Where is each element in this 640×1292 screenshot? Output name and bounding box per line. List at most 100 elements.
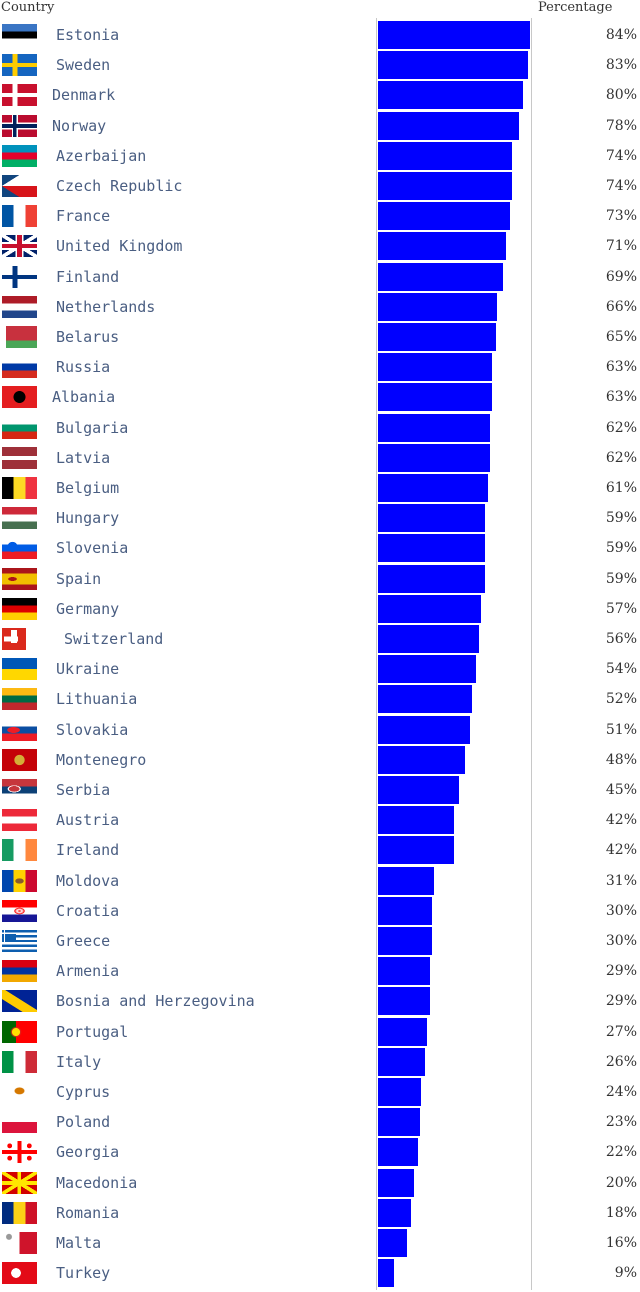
country-label: Malta	[56, 1234, 102, 1252]
bar	[378, 1229, 407, 1257]
data-label: 26%	[605, 1053, 637, 1070]
country-label: Austria	[56, 811, 120, 830]
data-label: 83%	[605, 57, 637, 74]
data-label: 63%	[605, 389, 637, 406]
turkey-flag-icon	[2, 1262, 37, 1285]
data-label: 30%	[605, 933, 637, 949]
data-label: 73%	[605, 208, 637, 225]
armenia-flag-icon	[2, 960, 37, 983]
bar	[378, 625, 480, 653]
data-label: 29%	[605, 993, 637, 1010]
bar	[378, 353, 492, 382]
poland-flag-icon	[2, 1111, 37, 1134]
greece-flag-icon	[2, 930, 37, 952]
bar	[378, 866, 435, 895]
data-label: 62%	[605, 449, 637, 466]
bar	[378, 745, 465, 774]
country-label: Greece	[56, 932, 111, 950]
country-label: Italy	[56, 1052, 102, 1071]
country-label: Armenia	[56, 962, 120, 981]
data-label: 42%	[605, 812, 637, 829]
cyprus-flag-icon	[2, 1081, 37, 1103]
czech-republic-flag-icon	[2, 175, 37, 197]
country-label: Georgia	[56, 1143, 120, 1162]
ireland-flag-icon	[2, 839, 37, 862]
bar	[378, 21, 530, 49]
montenegro-flag-icon	[2, 748, 37, 771]
bar	[378, 81, 523, 110]
bar	[378, 1017, 427, 1046]
country-label: Serbia	[56, 781, 111, 799]
netherlands-flag-icon	[2, 295, 37, 318]
country-label: Germany	[56, 599, 120, 618]
georgia-flag-icon	[2, 1141, 37, 1164]
sweden-flag-icon	[2, 54, 37, 77]
data-label: 31%	[605, 872, 637, 889]
country-label: Moldova	[56, 871, 120, 890]
croatia-flag-icon	[2, 899, 37, 922]
bar	[378, 141, 512, 170]
country-label: Finland	[56, 267, 120, 286]
data-label: 63%	[605, 359, 637, 376]
italy-flag-icon	[2, 1050, 37, 1073]
data-label: 22%	[605, 1144, 637, 1161]
country-label: Sweden	[56, 56, 111, 75]
data-label: 71%	[605, 238, 637, 255]
germany-flag-icon	[2, 597, 37, 620]
country-label: Hungary	[56, 509, 120, 528]
bulgaria-flag-icon	[2, 416, 37, 439]
bar	[378, 534, 485, 563]
country-label: Norway	[52, 116, 107, 135]
bar	[378, 776, 460, 804]
data-label: 20%	[605, 1174, 637, 1191]
data-label: 48%	[605, 751, 637, 768]
country-label: Macedonia	[56, 1173, 138, 1192]
bar	[378, 474, 489, 502]
bar	[378, 1168, 415, 1197]
malta-flag-icon	[2, 1232, 37, 1254]
macedonia-flag-icon	[2, 1171, 37, 1194]
bar	[378, 202, 511, 231]
austria-flag-icon	[2, 809, 37, 832]
switzerland-flag-icon	[2, 628, 26, 650]
country-label: Denmark	[52, 86, 116, 105]
bar	[378, 383, 492, 412]
country-label: Turkey	[56, 1264, 111, 1283]
bar	[378, 1138, 418, 1167]
romania-flag-icon	[2, 1201, 37, 1224]
bar	[378, 806, 454, 835]
data-label: 9%	[614, 1265, 637, 1282]
country-label: United Kingdom	[56, 237, 183, 256]
country-label: Russia	[56, 358, 111, 377]
data-label: 61%	[605, 480, 637, 496]
bar	[378, 1259, 395, 1288]
estonia-flag-icon	[2, 24, 37, 46]
bar	[378, 655, 476, 684]
bar	[378, 1198, 411, 1227]
data-label: 27%	[605, 1023, 637, 1040]
bar	[378, 957, 431, 986]
moldova-flag-icon	[2, 869, 37, 892]
bar	[378, 443, 491, 472]
data-label: 74%	[605, 178, 637, 194]
data-label: 74%	[605, 147, 637, 164]
country-label: Czech Republic	[56, 177, 183, 195]
bar	[378, 715, 471, 744]
finland-flag-icon	[2, 265, 37, 288]
bar-axis-line	[376, 18, 377, 1290]
bar	[378, 1108, 420, 1137]
portugal-flag-icon	[2, 1020, 37, 1043]
country-label: France	[56, 207, 111, 226]
data-label: 30%	[605, 902, 637, 919]
bar	[378, 564, 485, 593]
data-label: 78%	[605, 117, 637, 134]
country-label: Romania	[56, 1203, 120, 1222]
hungary-flag-icon	[2, 507, 37, 530]
belgium-flag-icon	[2, 477, 37, 499]
data-label: 24%	[605, 1084, 637, 1100]
country-label: Croatia	[56, 901, 120, 920]
united-kingdom-flag-icon	[2, 235, 37, 258]
bar	[378, 1078, 422, 1106]
country-label: Slovakia	[56, 720, 129, 739]
